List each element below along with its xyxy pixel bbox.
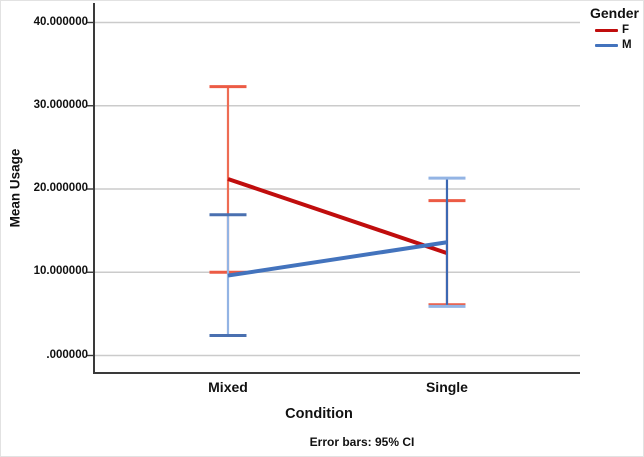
x-category-label-mixed: Mixed <box>208 379 248 395</box>
series-line-m <box>227 240 448 278</box>
legend-entry-m: M <box>595 38 644 51</box>
x-axis-title: Condition <box>285 406 353 422</box>
error-bars-caption: Error bars: 95% CI <box>309 435 415 449</box>
y-tick-label: .000000 <box>46 348 88 361</box>
legend-swatch-icon <box>595 29 618 32</box>
legend-label: F <box>622 23 630 36</box>
legend-swatch-icon <box>595 44 618 47</box>
x-category-label-single: Single <box>425 379 468 395</box>
legend-title: Gender <box>589 5 639 21</box>
y-tick-label: 20.000000 <box>33 182 88 194</box>
y-tick-label: 40.000000 <box>33 15 88 28</box>
legend-entry-f: F <box>595 23 644 36</box>
y-tick-label: 30.000000 <box>33 98 88 111</box>
legend-label: M <box>622 38 632 51</box>
series-line-f <box>227 177 448 255</box>
y-tick-label: 10.000000 <box>33 265 88 278</box>
